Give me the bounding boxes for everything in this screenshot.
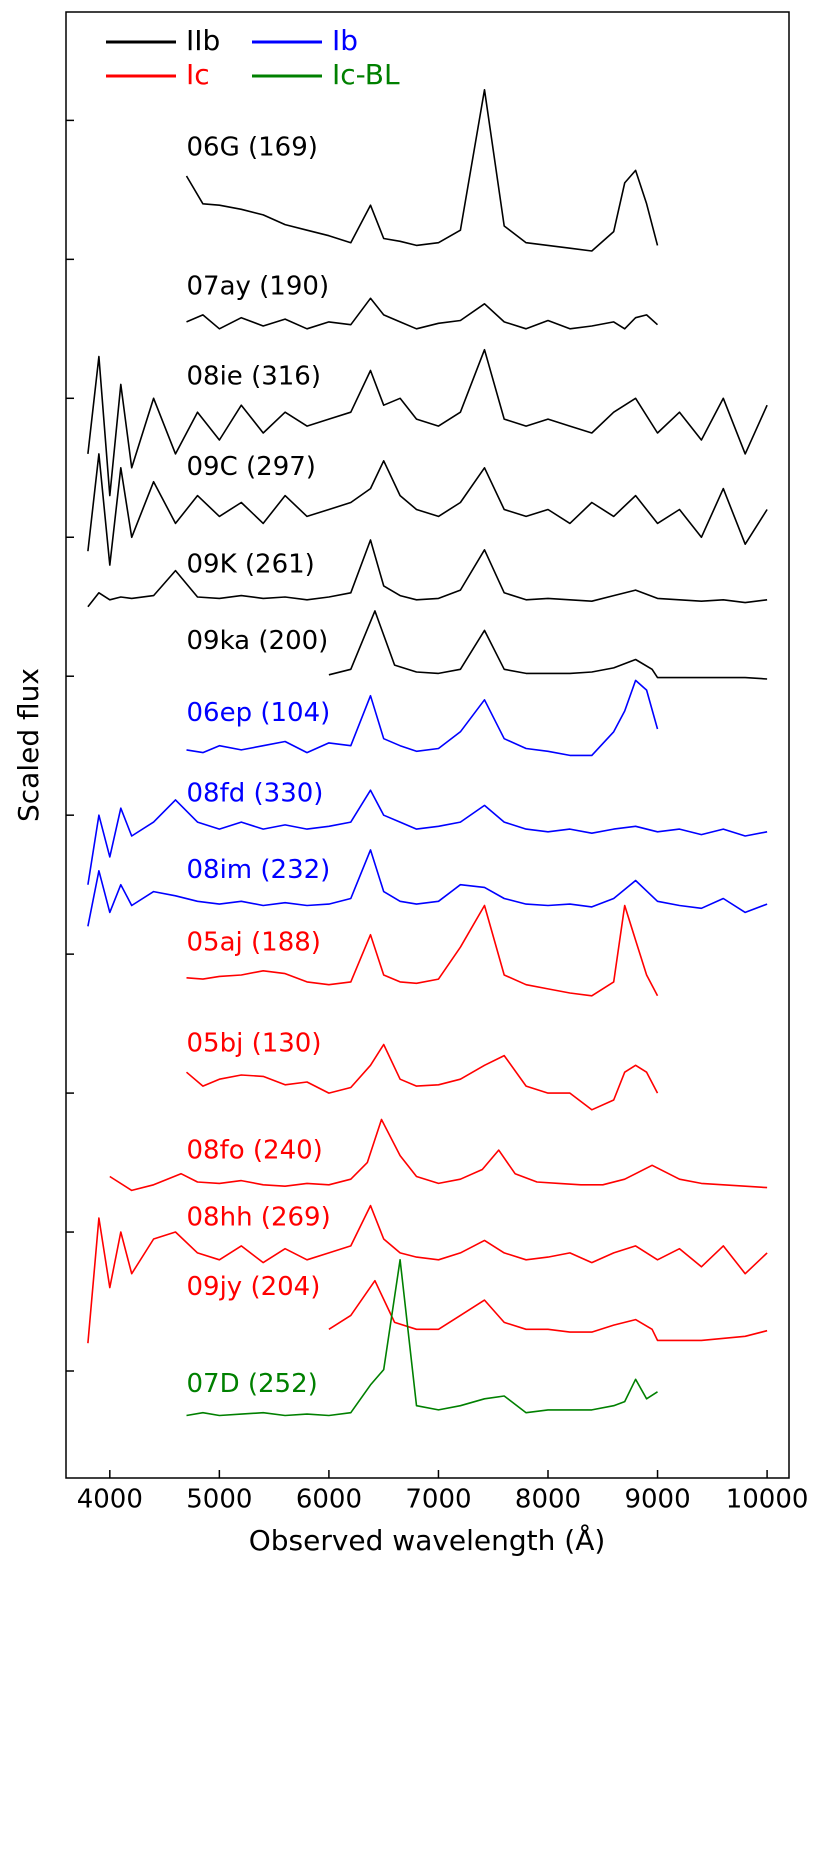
spectrum-line	[328, 610, 768, 680]
spectrum-label: 05bj (130)	[187, 1029, 322, 1059]
spectrum-label: 06ep (104)	[187, 698, 331, 728]
spectrum-label: 08ie (316)	[187, 362, 321, 392]
spectrum-line	[87, 789, 768, 885]
y-axis-label: Scaled flux	[12, 668, 45, 822]
spectrum-line	[186, 1259, 658, 1417]
spectrum-line	[87, 453, 768, 566]
spectrum-label: 07ay (190)	[187, 271, 330, 301]
x-tick-label: 4000	[77, 1485, 143, 1515]
spectrum-line	[186, 904, 659, 997]
spectrum-line	[87, 849, 768, 927]
spectrum-line	[109, 1118, 768, 1192]
spectrum-label: 09K (261)	[187, 549, 315, 579]
x-axis-label: Observed wavelength (Å)	[249, 1523, 606, 1557]
plot-frame	[65, 11, 790, 1479]
spectrum-label: 07D (252)	[187, 1369, 318, 1399]
spectrum-line	[87, 1204, 768, 1344]
x-tick-label: 10000	[726, 1485, 809, 1515]
spectrum-line	[186, 297, 659, 330]
x-tick-label: 6000	[296, 1485, 362, 1515]
spectrum-line	[185, 89, 659, 252]
spectrum-label: 09ka (200)	[187, 626, 329, 656]
legend-label: Ic	[186, 58, 210, 91]
legend-label: IIb	[186, 24, 220, 57]
spectrum-line	[87, 539, 768, 608]
spectrum-label: 09jy (204)	[187, 1272, 321, 1302]
legend-label: Ic-BL	[332, 58, 400, 91]
spectrum-line	[185, 1043, 659, 1111]
spectrum-label: 09C (297)	[187, 452, 316, 482]
spectrum-line	[328, 1279, 768, 1342]
spectrum-label: 06G (169)	[187, 132, 318, 162]
spectrum-line	[87, 348, 768, 497]
spectrum-line	[186, 679, 659, 757]
spectrum-label: 08hh (269)	[187, 1202, 331, 1232]
legend-label: Ib	[332, 24, 358, 57]
x-tick-label: 7000	[405, 1485, 471, 1515]
spectrum-label: 08fd (330)	[187, 779, 324, 809]
spectrum-label: 08im (232)	[187, 855, 331, 885]
spectrum-label: 05aj (188)	[187, 927, 321, 957]
spectrum-label: 08fo (240)	[187, 1136, 323, 1166]
x-tick-label: 8000	[515, 1485, 581, 1515]
x-tick-label: 5000	[186, 1485, 252, 1515]
x-tick-label: 9000	[624, 1485, 690, 1515]
